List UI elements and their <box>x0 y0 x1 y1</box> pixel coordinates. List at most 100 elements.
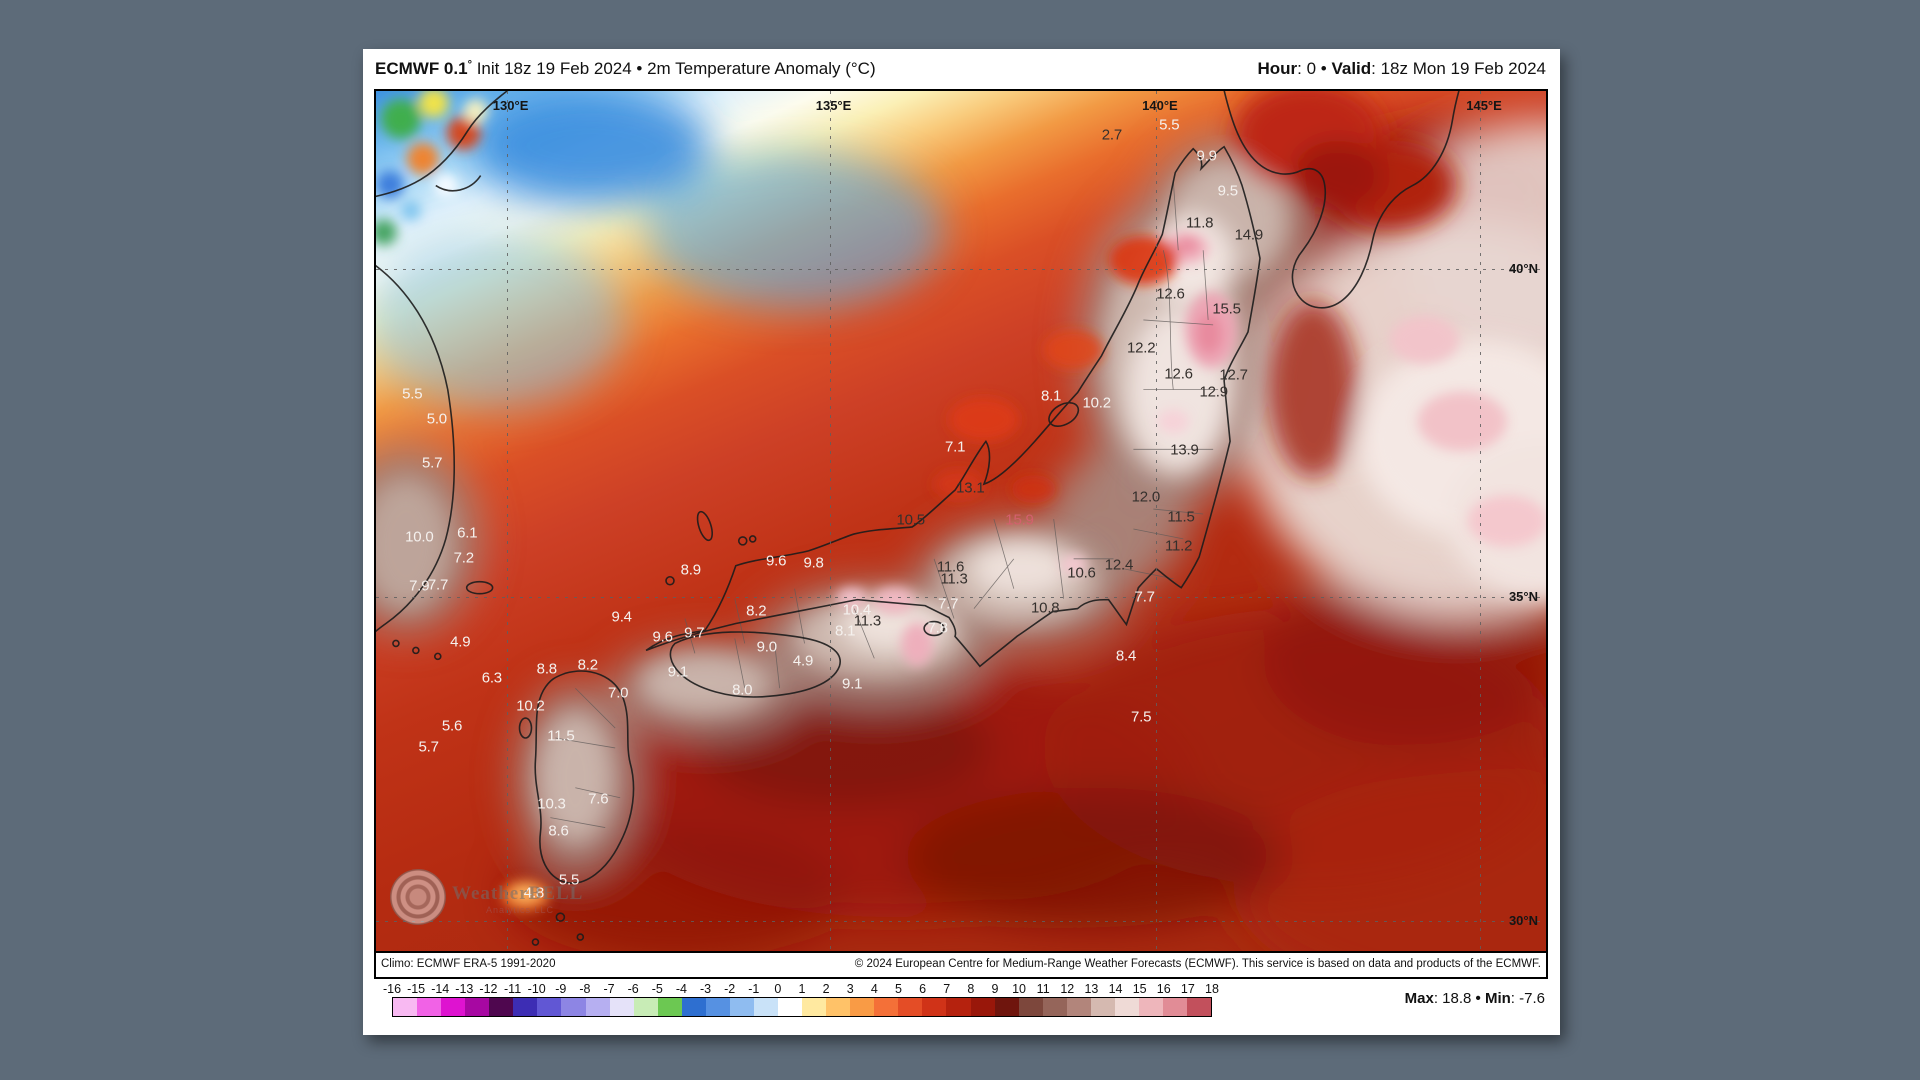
station-value: 5.7 <box>422 454 443 472</box>
colorbar <box>392 997 1212 1017</box>
station-value: 9.6 <box>652 628 673 646</box>
colorbar-tick-label: 16 <box>1156 982 1171 996</box>
meridian-line <box>1480 91 1482 951</box>
hour-label: Hour <box>1257 59 1298 78</box>
colorbar-segment <box>802 998 827 1016</box>
colorbar-segment <box>705 998 730 1016</box>
min-value: -7.6 <box>1519 990 1545 1007</box>
colorbar-tick-label: -1 <box>748 982 760 996</box>
station-value: 9.9 <box>1196 147 1217 165</box>
colorbar-segment <box>970 998 995 1016</box>
station-value: 5.5 <box>402 385 423 403</box>
coastlines <box>376 91 1460 946</box>
meridian-label: 140°E <box>1142 98 1178 113</box>
station-value: 5.7 <box>418 738 439 756</box>
map-header: ECMWF 0.1° Init 18z 19 Feb 2024 • 2m Tem… <box>375 49 1546 89</box>
min-colon: : <box>1510 990 1520 1007</box>
station-value: 13.1 <box>956 479 985 497</box>
station-value: 9.5 <box>1217 182 1238 200</box>
station-value: 9.4 <box>611 608 632 626</box>
anomaly-map: 130°E 135°E 140°E 145°E 40°N 35°N 30°N 5.5 5.0 5… <box>374 89 1548 953</box>
station-value: 15.9 <box>1005 511 1034 529</box>
stats-sep: • <box>1471 990 1485 1007</box>
station-value: 12.9 <box>1199 383 1229 401</box>
station-value: 12.4 <box>1104 556 1134 574</box>
colorbar-tick-label: 9 <box>991 982 999 996</box>
max-colon: : <box>1433 990 1443 1007</box>
colorbar-segment <box>1187 998 1212 1016</box>
station-value: 4.9 <box>450 633 471 651</box>
prefecture-borders <box>550 180 1219 828</box>
station-value: 8.4 <box>1115 647 1137 665</box>
colorbar-segment <box>513 998 538 1016</box>
colorbar-tick-label: -10 <box>527 982 546 996</box>
hour-value: : 0 • <box>1297 59 1332 78</box>
colorbar-segment <box>753 998 778 1016</box>
colorbar-tick-label: 18 <box>1205 982 1219 996</box>
colorbar-segment <box>441 998 466 1016</box>
station-value: 11.2 <box>1164 537 1193 555</box>
colorbar-segment <box>537 998 562 1016</box>
meridian-label: 130°E <box>492 98 529 113</box>
colorbar-tick-label: -3 <box>699 982 712 996</box>
colorbar-tick-label: 10 <box>1012 982 1026 996</box>
colorbar-segment <box>633 998 658 1016</box>
watermark-text: WeatherBELL <box>452 883 584 904</box>
parallel-line <box>376 920 1546 922</box>
colorbar-tick-label: 7 <box>943 982 951 996</box>
colorbar-segment <box>393 998 418 1016</box>
station-value: 12.0 <box>1131 488 1161 506</box>
meridian-label: 145°E <box>1466 98 1502 113</box>
station-value: 10.4 <box>842 601 872 619</box>
valid-value: : 18z Mon 19 Feb 2024 <box>1371 59 1546 78</box>
station-value: 7.0 <box>608 684 629 702</box>
station-value: 9.6 <box>765 552 787 570</box>
max-min-readout: Max: 18.8 • Min: -7.6 <box>1405 990 1545 1007</box>
colorbar-tick-label: 3 <box>846 982 854 996</box>
station-value: 11.3 <box>940 570 968 588</box>
station-value: 5.5 <box>558 871 580 889</box>
station-value: 12.6 <box>1164 365 1193 383</box>
station-value: 9.8 <box>803 554 824 572</box>
station-value: 8.1 <box>1040 387 1062 405</box>
station-value: 5.0 <box>426 410 447 428</box>
colorbar-tick-label: 2 <box>822 982 830 996</box>
station-value: 12.6 <box>1156 285 1185 303</box>
max-label: Max <box>1404 990 1434 1007</box>
station-value: 11.3 <box>853 612 882 630</box>
colorbar-tick-label: 13 <box>1084 982 1099 996</box>
station-value: 11.8 <box>1186 214 1214 232</box>
colorbar-segment <box>417 998 442 1016</box>
colorbar-tick-label: -6 <box>627 982 639 996</box>
station-value: 8.6 <box>548 822 569 840</box>
station-value: 10.8 <box>1031 599 1060 617</box>
colorbar-tick-label: -15 <box>407 982 426 996</box>
colorbar-segment <box>489 998 514 1016</box>
parallel-label: 40°N <box>1508 260 1538 276</box>
station-value: 11.5 <box>1167 508 1195 526</box>
colorbar-tick-label: -11 <box>504 982 522 996</box>
meridian-label: 135°E <box>815 98 852 113</box>
colorbar-tick-label: 15 <box>1132 982 1147 996</box>
colorbar-tick-label: -4 <box>675 982 687 996</box>
anomaly-field <box>376 91 1546 951</box>
station-value: 8.2 <box>746 602 767 620</box>
colorbar-segment <box>1018 998 1043 1016</box>
station-value: 7.8 <box>927 619 948 637</box>
colorbar-tick-label: -2 <box>724 982 736 996</box>
colorbar-tick-label: -7 <box>603 982 615 996</box>
colorbar-segment <box>465 998 490 1016</box>
station-value: 9.1 <box>842 675 863 693</box>
meridian-line <box>1156 91 1158 951</box>
station-value: 8.1 <box>835 622 856 640</box>
station-value: 12.2 <box>1126 339 1156 357</box>
colorbar-tick-label: -14 <box>431 982 450 996</box>
station-value: 8.8 <box>536 660 557 678</box>
station-value: 5.5 <box>1159 116 1180 134</box>
colorbar-tick-label: -12 <box>479 982 498 996</box>
colorbar-tick-label: -13 <box>455 982 474 996</box>
map-title: ECMWF 0.1° Init 18z 19 Feb 2024 • 2m Tem… <box>375 59 876 79</box>
station-value: 10.5 <box>896 511 925 529</box>
climo-note: Climo: ECMWF ERA-5 1991-2020 <box>381 958 556 970</box>
colorbar-segment <box>778 998 803 1016</box>
